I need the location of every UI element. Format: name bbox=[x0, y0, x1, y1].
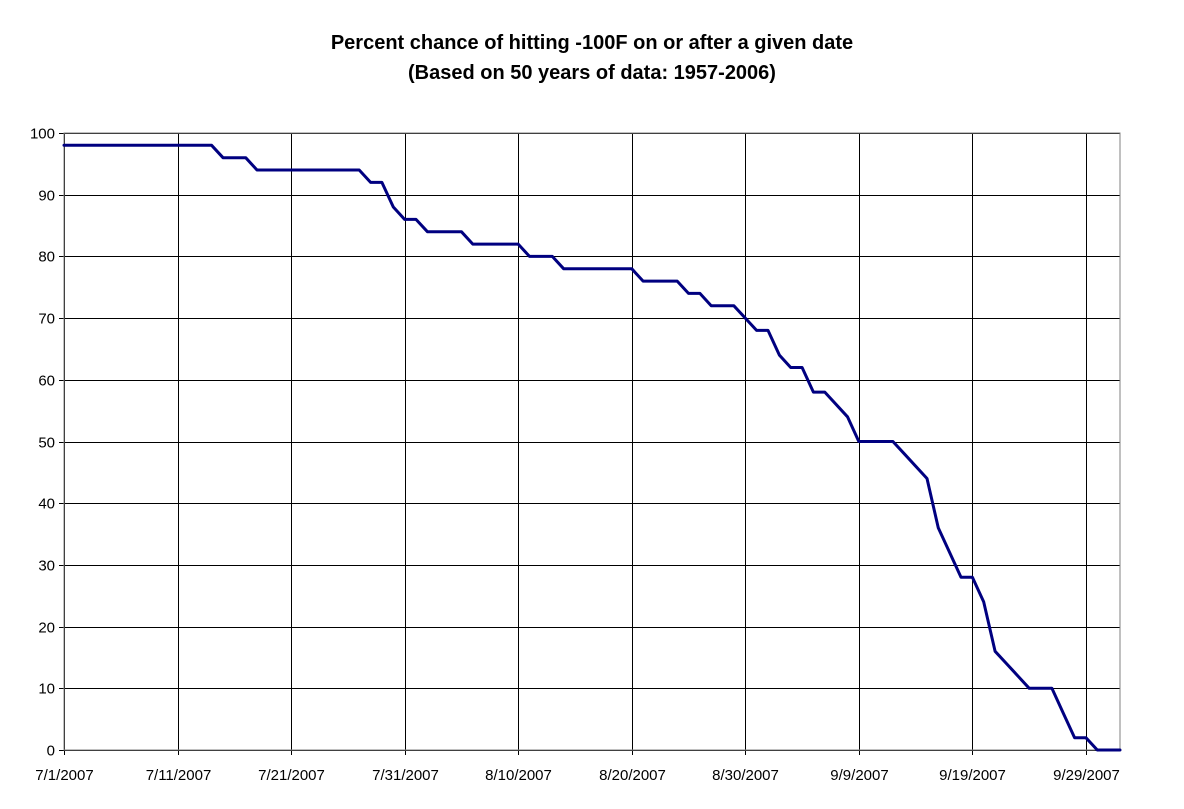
y-axis-tick-labels: 0 10 20 30 40 50 60 70 80 90 100 bbox=[30, 126, 55, 760]
x-axis-tick-labels: 7/1/2007 7/11/2007 7/21/2007 7/31/2007 8/10/… bbox=[35, 767, 1120, 784]
y-tick-label: 80 bbox=[38, 249, 55, 266]
x-tick-label: 8/20/2007 bbox=[599, 767, 666, 784]
series-layer bbox=[62, 143, 1122, 752]
x-tick-label: 8/30/2007 bbox=[712, 767, 779, 784]
y-tick-label: 70 bbox=[38, 311, 55, 328]
y-tick-label: 40 bbox=[38, 496, 55, 513]
series-line bbox=[62, 143, 1122, 752]
y-tick-label: 30 bbox=[38, 558, 55, 575]
x-tick-label: 7/1/2007 bbox=[35, 767, 93, 784]
chart-title: Percent chance of hitting -100F on or af… bbox=[330, 32, 854, 54]
x-tick-label: 9/19/2007 bbox=[939, 767, 1006, 784]
y-tick-label: 50 bbox=[38, 435, 55, 452]
y-tick-label: 10 bbox=[38, 681, 55, 698]
chart-subtitle: (Based on 50 years of data: 1957-2006) bbox=[408, 62, 776, 84]
plot-area-border bbox=[63, 132, 1121, 751]
y-tick-label: 100 bbox=[30, 126, 55, 143]
y-tick-label: 0 bbox=[47, 743, 55, 760]
x-tick-label: 9/9/2007 bbox=[830, 767, 888, 784]
y-tick-label: 60 bbox=[38, 373, 55, 390]
x-tick-label: 9/29/2007 bbox=[1053, 767, 1120, 784]
chart-title-block: Percent chance of hitting -100F on or af… bbox=[0, 28, 1184, 88]
x-tick-label: 7/31/2007 bbox=[372, 767, 439, 784]
x-tick-label: 8/10/2007 bbox=[485, 767, 552, 784]
y-tick-label: 90 bbox=[38, 188, 55, 205]
y-tick-label: 20 bbox=[38, 620, 55, 637]
x-tick-label: 7/11/2007 bbox=[146, 767, 212, 784]
x-tick-label: 7/21/2007 bbox=[258, 767, 325, 784]
gridlines bbox=[59, 133, 1120, 755]
